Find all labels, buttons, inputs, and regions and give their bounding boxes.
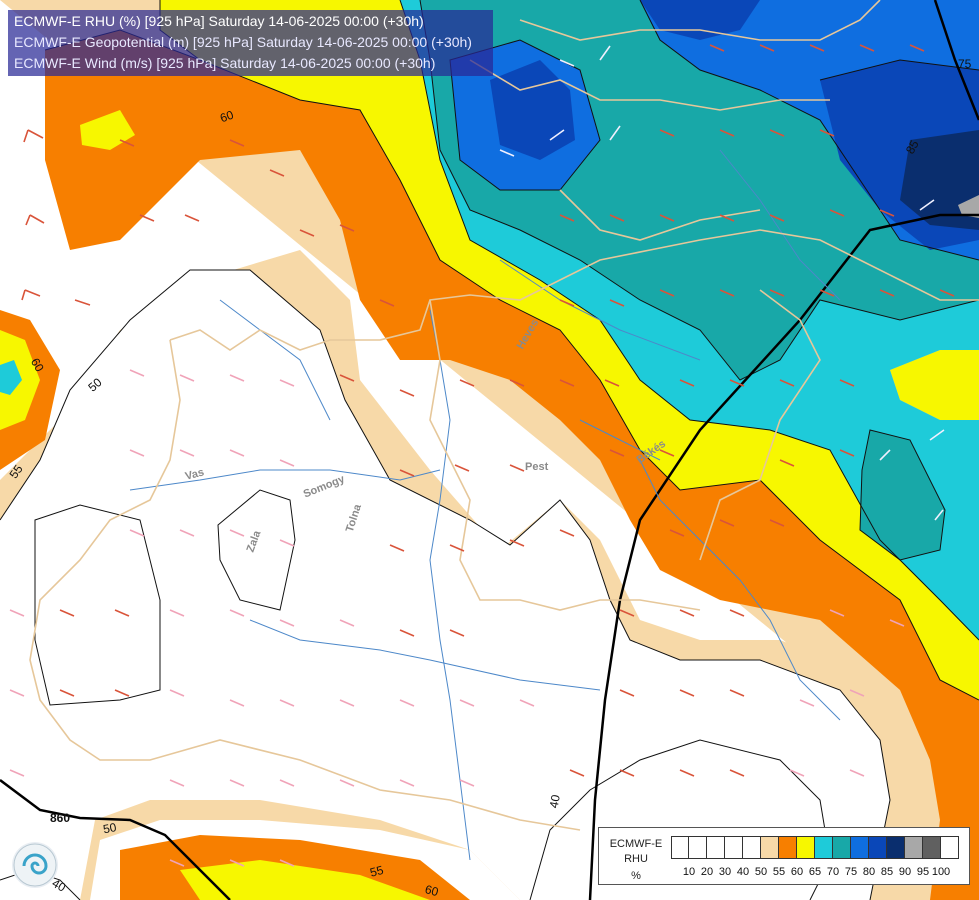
legend-ticks: 10 20 30 40 50 55 60 65 70 75 80 85 90 95 100 (671, 866, 971, 880)
legend-swatch (923, 836, 941, 859)
logo-icon (12, 842, 58, 888)
legend-tick: 65 (808, 866, 822, 878)
title-geopotential: ECMWF-E Geopotential (m) [925 hPa] Satur… (14, 34, 472, 50)
legend-swatch (707, 836, 725, 859)
legend-tick: 70 (826, 866, 840, 878)
legend-swatch (761, 836, 779, 859)
geopotential-label: 860 (50, 811, 70, 825)
legend-tick: 100 (931, 866, 951, 878)
rhu-legend: ECMWF-E RHU % 10 20 30 40 50 55 60 65 70 75 80 85 90… (598, 827, 970, 885)
contour-label: 60 (218, 107, 236, 125)
river-label-pest: Pest (525, 461, 549, 473)
legend-swatch (851, 836, 869, 859)
legend-tick: 30 (718, 866, 732, 878)
legend-tick: 50 (754, 866, 768, 878)
legend-swatch (815, 836, 833, 859)
rh-band-70-75 (860, 430, 945, 560)
legend-tick: 60 (790, 866, 804, 878)
legend-swatches (671, 836, 959, 859)
legend-tick: 85 (880, 866, 894, 878)
legend-tick: 95 (916, 866, 930, 878)
legend-tick: 10 (682, 866, 696, 878)
legend-swatch (725, 836, 743, 859)
rh-band-below-50 (0, 270, 890, 900)
title-rhu: ECMWF-E RHU (%) [925 hPa] Saturday 14-06… (14, 13, 424, 29)
map-title-box: ECMWF-E RHU (%) [925 hPa] Saturday 14-06… (8, 10, 493, 76)
contour-label: 50 (102, 820, 118, 836)
contour-label: 40 (50, 876, 69, 895)
contour-labels: 60 50 60 55 40 50 55 60 75 85 40 860 (6, 57, 971, 899)
legend-tick: 40 (736, 866, 750, 878)
rh-band-60-65 (890, 350, 979, 420)
contour-label: 75 (958, 57, 972, 71)
legend-tick: 55 (772, 866, 786, 878)
admin-borders (29, 0, 979, 831)
legend-swatch (743, 836, 761, 859)
legend-model: ECMWF-E (609, 838, 663, 850)
wind-barbs (9, 44, 955, 867)
legend-swatch (869, 836, 887, 859)
river-label-vas: Vas (184, 466, 205, 483)
contour-label: 40 (547, 793, 563, 809)
legend-tick: 80 (862, 866, 876, 878)
rivers (129, 149, 841, 861)
legend-swatch (887, 836, 905, 859)
title-wind: ECMWF-E Wind (m/s) [925 hPa] Saturday 14… (14, 55, 436, 71)
rh-band-75-80 (450, 0, 979, 260)
legend-swatch (797, 836, 815, 859)
rh-band-60-65 (180, 860, 430, 900)
contour-label: 85 (903, 138, 922, 157)
rh-band-55-60 (45, 30, 979, 900)
legend-swatch (905, 836, 923, 859)
legend-swatch (671, 836, 689, 859)
legend-swatch (941, 836, 959, 859)
legend-unit: % (631, 870, 641, 882)
legend-variable: RHU (624, 853, 648, 865)
legend-tick: 20 (700, 866, 714, 878)
rh-band-90-95 (958, 195, 979, 218)
legend-swatch (689, 836, 707, 859)
contour-label: 55 (368, 863, 385, 880)
legend-tick: 75 (844, 866, 858, 878)
legend-tick: 90 (898, 866, 912, 878)
rh-band-65-70 (0, 360, 22, 395)
contour-label: 60 (423, 882, 440, 899)
legend-swatch (833, 836, 851, 859)
contour-label: 60 (28, 356, 47, 375)
legend-swatch (779, 836, 797, 859)
